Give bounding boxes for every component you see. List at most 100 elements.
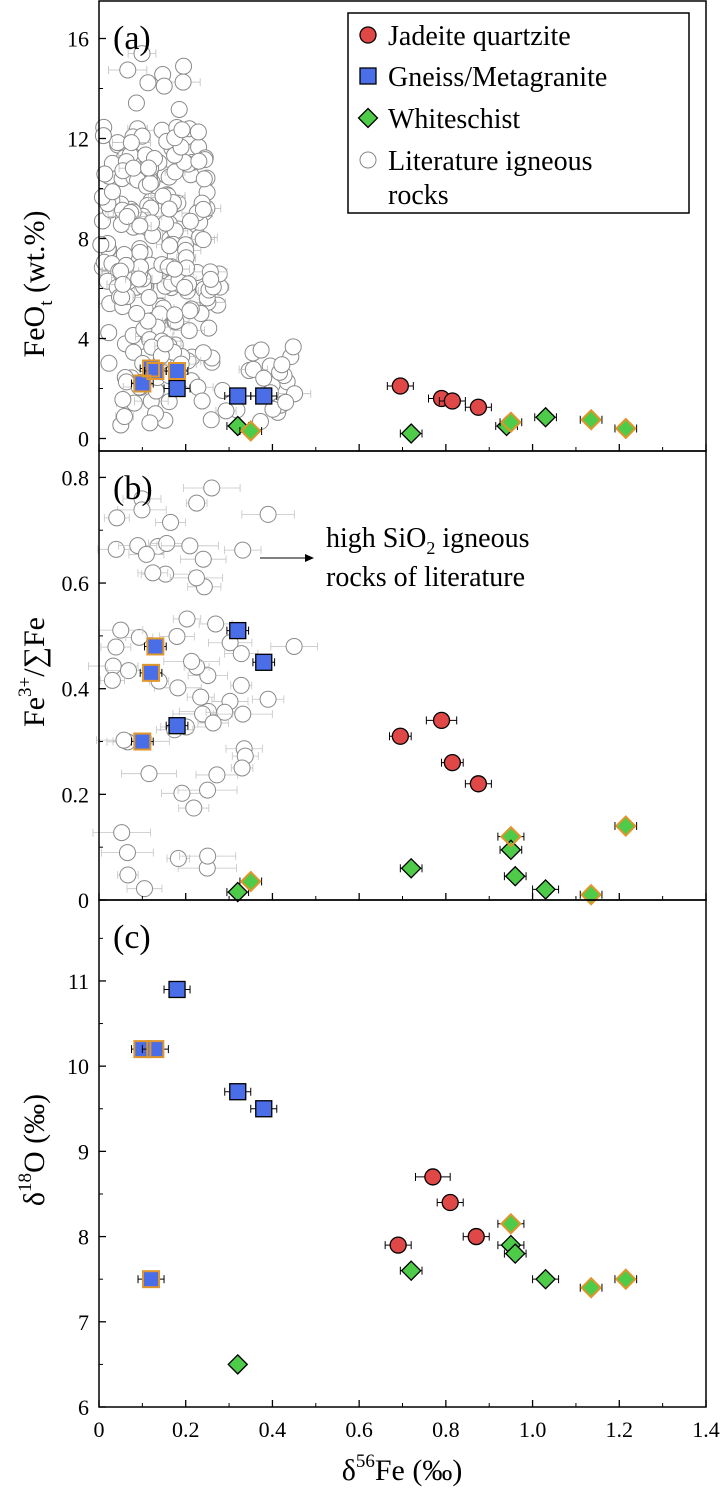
- marker-shape: [107, 638, 125, 656]
- marker-shape: [107, 540, 125, 558]
- marker-shape: [188, 494, 206, 512]
- literature-point: [252, 341, 270, 359]
- x-tick-label: 1.0: [519, 1417, 547, 1442]
- data-point-diamond: [400, 423, 422, 444]
- data-point-square: [229, 387, 247, 405]
- highlight-rim: [142, 1270, 161, 1289]
- data-point-circle: [443, 754, 462, 772]
- marker-shape: [169, 850, 187, 868]
- y-tick-label: 10: [67, 1054, 89, 1079]
- highlight-rim: [580, 408, 603, 431]
- literature-point: [114, 391, 132, 409]
- literature-point: [168, 627, 186, 645]
- legend-label: Literature igneous: [388, 146, 592, 177]
- marker-shape: [202, 270, 220, 288]
- literature-point: [92, 236, 110, 254]
- marker-shape: [535, 406, 556, 428]
- y-axis-label-a: FeOt (wt.%): [18, 211, 57, 358]
- marker-shape: [112, 621, 130, 639]
- marker-shape: [359, 26, 377, 44]
- marker-shape: [96, 165, 114, 183]
- marker-shape: [181, 537, 199, 555]
- literature-point: [158, 534, 176, 552]
- y-tick-label: 0: [78, 888, 89, 913]
- marker-shape: [359, 67, 377, 85]
- marker-shape: [100, 324, 118, 342]
- marker-shape: [124, 159, 142, 177]
- highlight-rim: [133, 732, 152, 751]
- marker-shape: [131, 217, 149, 235]
- marker-shape: [120, 662, 138, 680]
- data-point-diamond: [504, 1243, 526, 1265]
- marker-shape: [251, 413, 269, 431]
- marker-shape: [140, 765, 158, 783]
- marker-shape: [441, 1193, 459, 1212]
- literature-point: [100, 354, 118, 372]
- literature-point: [120, 662, 138, 680]
- marker-shape: [114, 391, 132, 409]
- x-tick-label: 0.4: [259, 1417, 287, 1442]
- marker-shape: [229, 387, 247, 405]
- literature-point: [141, 414, 159, 432]
- marker-shape: [130, 628, 148, 646]
- marker-shape: [194, 344, 212, 362]
- marker-shape: [189, 123, 207, 141]
- highlight-rim: [133, 374, 152, 393]
- panel-label: (c): [113, 919, 151, 956]
- marker-shape: [144, 564, 162, 582]
- literature-point: [170, 100, 188, 118]
- literature-point: [113, 824, 131, 842]
- marker-shape: [255, 387, 273, 405]
- marker-shape: [400, 857, 422, 879]
- y-tick-label: 7: [78, 1310, 89, 1335]
- ylabel-text: Fe: [18, 697, 51, 727]
- literature-point: [173, 121, 191, 139]
- marker-shape: [142, 664, 160, 682]
- annotation-line-2: rocks of literature: [326, 562, 525, 593]
- marker-shape: [469, 775, 488, 793]
- literature-point: [259, 690, 277, 708]
- marker-shape: [273, 356, 291, 374]
- marker-shape: [580, 884, 602, 906]
- literature-point: [130, 628, 148, 646]
- data-point-square: [255, 1100, 273, 1118]
- literature-point: [232, 645, 250, 663]
- data-point-square: [168, 362, 186, 380]
- marker-shape: [103, 671, 121, 689]
- marker-shape: [168, 717, 186, 735]
- literature-point: [187, 569, 205, 587]
- literature-point: [135, 880, 153, 898]
- literature-point: [118, 844, 136, 862]
- literature-point: [193, 392, 211, 410]
- literature-point: [232, 676, 250, 694]
- marker-shape: [469, 398, 488, 416]
- literature-point: [107, 638, 125, 656]
- ylabel-superscript: 3+: [15, 677, 36, 697]
- marker-shape: [200, 319, 218, 337]
- literature-point: [169, 679, 187, 697]
- marker-shape: [580, 409, 602, 431]
- panel-label: (b): [113, 470, 153, 507]
- data-point-circle: [469, 775, 488, 793]
- literature-point: [94, 127, 112, 145]
- literature-point: [124, 159, 142, 177]
- marker-shape: [131, 243, 149, 261]
- marker-shape: [157, 214, 175, 232]
- marker-shape: [133, 45, 151, 63]
- literature-point: [96, 165, 114, 183]
- marker-shape: [173, 784, 191, 802]
- data-point-square: [229, 1083, 247, 1101]
- literature-point: [207, 615, 225, 633]
- marker-shape: [108, 509, 126, 527]
- data-point-diamond: [580, 409, 602, 431]
- literature-point: [140, 159, 158, 177]
- data-point-diamond: [535, 879, 556, 900]
- marker-shape: [229, 1083, 247, 1101]
- marker-shape: [187, 569, 205, 587]
- y-tick-label: 4: [78, 327, 89, 352]
- literature-point: [285, 637, 303, 655]
- data-point-diamond: [400, 857, 422, 879]
- highlight-rim: [499, 411, 522, 434]
- ylabel-subscript: t: [36, 300, 57, 306]
- marker-shape: [141, 174, 159, 192]
